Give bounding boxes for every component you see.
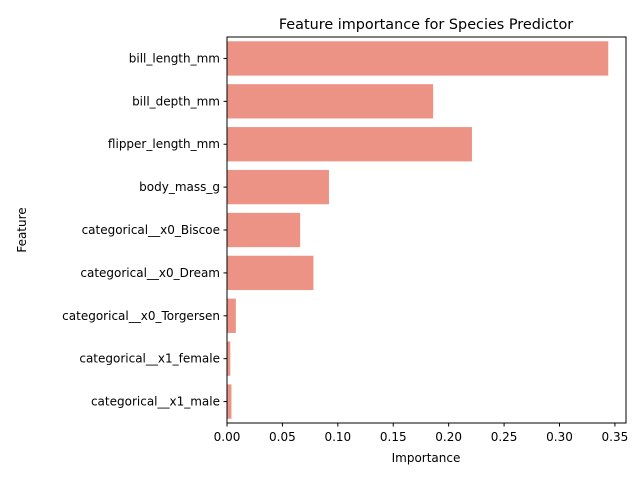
x-tick-label: 0.10 — [324, 430, 351, 444]
y-tick-label: categorical__x0_Torgersen — [62, 309, 220, 323]
bar-categorical__x1_female — [227, 341, 231, 376]
y-ticks-group: bill_length_mm bill_depth_mm flipper_lengt… — [62, 51, 227, 409]
x-tick-label: 0.35 — [602, 430, 629, 444]
bar-bill_length_mm — [227, 41, 609, 76]
y-tick-label: body_mass_g — [139, 180, 220, 194]
x-tick-label: 0.30 — [546, 430, 573, 444]
x-tick-label: 0.05 — [269, 430, 296, 444]
y-tick-label: categorical__x0_Dream — [80, 266, 220, 280]
y-axis-label: Feature — [15, 207, 29, 252]
x-tick-label: 0.15 — [380, 430, 407, 444]
y-tick-label: categorical__x0_Biscoe — [82, 223, 220, 237]
y-tick-label: bill_length_mm — [129, 51, 220, 65]
bar-categorical__x1_male — [227, 384, 232, 419]
x-axis-label: Importance — [392, 451, 461, 465]
x-tick-label: 0.20 — [435, 430, 462, 444]
bar-categorical__x0_Dream — [227, 255, 314, 291]
x-tick-label: 0.25 — [491, 430, 518, 444]
y-tick-label: categorical__x1_female — [79, 352, 220, 366]
bar-categorical__x0_Torgersen — [227, 298, 236, 333]
y-tick-label: flipper_length_mm — [108, 137, 220, 151]
bar-bill_depth_mm — [227, 84, 434, 119]
bar-flipper_length_mm — [227, 127, 472, 162]
y-tick-label: categorical__x1_male — [91, 395, 220, 409]
y-tick-label: bill_depth_mm — [132, 94, 220, 108]
plot-frame — [226, 36, 627, 424]
bar-body_mass_g — [227, 169, 329, 205]
bar-categorical__x0_Biscoe — [227, 212, 301, 248]
x-ticks-group: 0.00 0.05 0.10 0.15 0.20 0.25 0.30 0.35 — [214, 423, 629, 444]
x-tick-label: 0.00 — [214, 430, 241, 444]
chart-title: Feature importance for Species Predictor — [279, 17, 573, 33]
bars-group — [227, 41, 609, 419]
